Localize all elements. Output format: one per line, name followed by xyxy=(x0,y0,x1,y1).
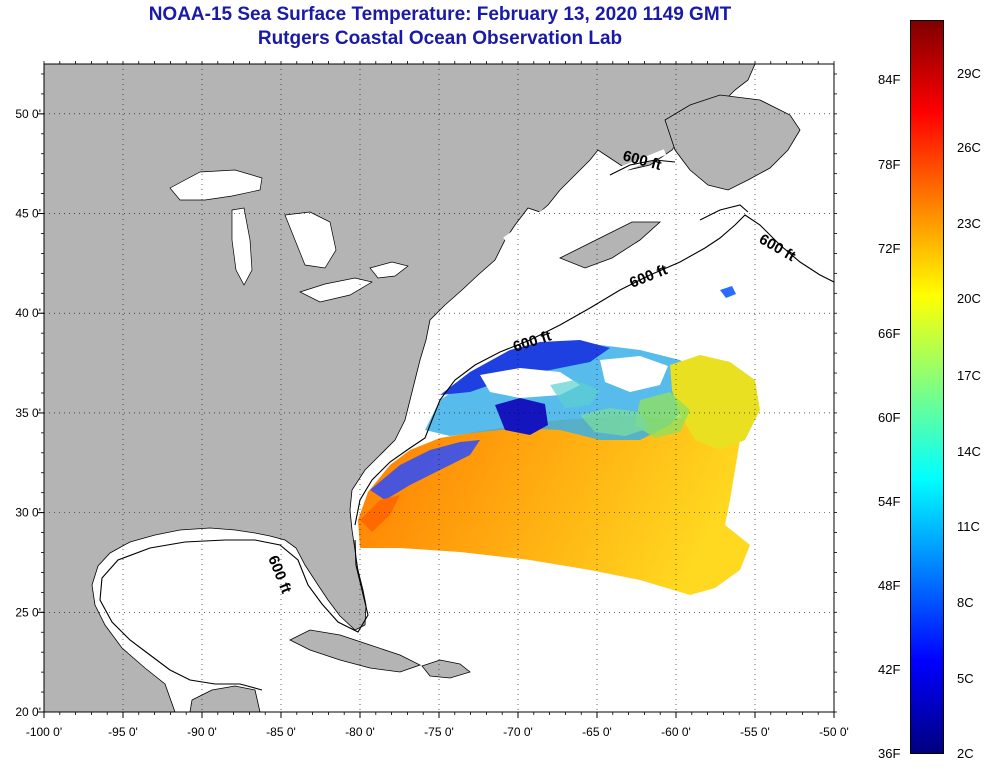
colorbar-c-label: 11C xyxy=(957,519,980,534)
depth-contours-600ft xyxy=(99,159,834,691)
lon-tick-label: -100 0' xyxy=(26,725,62,739)
colorbar-c-label: 29C xyxy=(957,66,981,81)
map-axes: -100 0' -95 0' -90 0' -85 0' -80 0' -75 0' -70… xyxy=(15,61,849,739)
sst-data-field xyxy=(358,286,760,595)
colorbar-c-label: 2C xyxy=(957,746,974,761)
colorbar-c-label: 17C xyxy=(957,368,981,383)
colorbar-f-label: 42F xyxy=(878,662,901,677)
colorbar-f-label: 78F xyxy=(878,157,901,172)
land-cuba xyxy=(289,629,422,673)
land-north-america xyxy=(44,64,801,712)
lat-tick-label: 45 0' xyxy=(15,207,41,221)
lat-tick-label: 20 0' xyxy=(15,705,41,719)
lon-tick-label: -70 0' xyxy=(503,725,533,739)
colorbar-c-label: 5C xyxy=(957,671,974,686)
colorbar-f-label: 36F xyxy=(878,746,901,761)
lon-tick-label: -90 0' xyxy=(187,725,217,739)
lat-tick-label: 50 0' xyxy=(15,107,41,121)
colorbar-f-label: 84F xyxy=(878,72,901,87)
colorbar-c-label: 8C xyxy=(957,595,974,610)
colorbar-f-label: 72F xyxy=(878,241,901,256)
map-subtitle: Rutgers Coastal Ocean Observation Lab xyxy=(257,28,623,49)
colorbar-f-label: 66F xyxy=(878,326,901,341)
lon-tick-label: -85 0' xyxy=(266,725,296,739)
lon-tick-label: -60 0' xyxy=(661,725,691,739)
lon-tick-label: -55 0' xyxy=(740,725,770,739)
land-newfoundland xyxy=(664,94,801,191)
lat-tick-label: 30 0' xyxy=(15,506,41,520)
lat-tick-label: 35 0' xyxy=(15,406,41,420)
lon-tick-label: -65 0' xyxy=(582,725,612,739)
colorbar-f-label: 54F xyxy=(878,494,901,509)
lat-tick-label: 40 0' xyxy=(15,306,41,320)
colorbar-c-label: 14C xyxy=(957,444,981,459)
lon-tick-label: -95 0' xyxy=(108,725,138,739)
land-hispaniola xyxy=(421,659,471,679)
colorbar-f-label: 60F xyxy=(878,410,901,425)
land-yucatan xyxy=(189,685,261,712)
lon-tick-label: -80 0' xyxy=(345,725,375,739)
lon-tick-label: -50 0' xyxy=(819,725,849,739)
lon-tick-label: -75 0' xyxy=(424,725,454,739)
land-nova-scotia xyxy=(559,221,662,269)
lat-tick-label: 25 0' xyxy=(15,605,41,619)
graticule xyxy=(44,64,834,712)
colorbar-f-label: 48F xyxy=(878,578,901,593)
colorbar-c-label: 26C xyxy=(957,140,981,155)
temperature-colorbar xyxy=(910,20,944,754)
great-lakes xyxy=(169,169,409,303)
colorbar-c-label: 23C xyxy=(957,216,981,231)
map-title: NOAA-15 Sea Surface Temperature: Februar… xyxy=(148,4,732,25)
colorbar-c-label: 20C xyxy=(957,291,981,306)
